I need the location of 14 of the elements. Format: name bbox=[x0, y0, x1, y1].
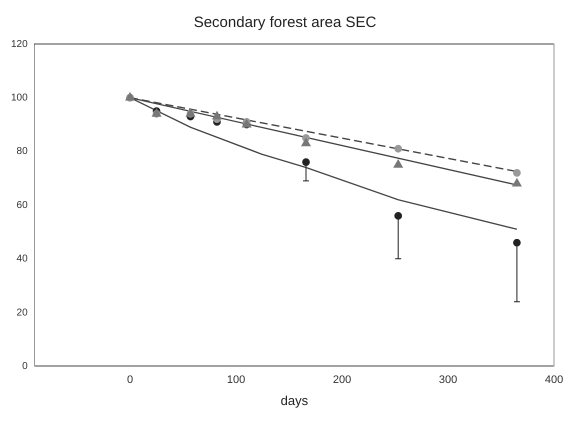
x-tick-label: 0 bbox=[127, 374, 134, 386]
y-tick-label: 0 bbox=[22, 360, 28, 372]
x-tick-label: 100 bbox=[226, 374, 246, 386]
y-tick-label: 20 bbox=[16, 307, 28, 318]
y-tick-label: 100 bbox=[10, 92, 28, 104]
y-tick-label: 40 bbox=[16, 254, 28, 265]
y-tick-label: 60 bbox=[16, 200, 28, 211]
x-tick-label: 400 bbox=[544, 374, 564, 386]
y-tick-label: 120 bbox=[10, 38, 28, 50]
x-tick-label: 300 bbox=[438, 374, 458, 386]
y-tick-label: 80 bbox=[16, 146, 28, 158]
chart-title: Secondary forest area SEC bbox=[194, 14, 376, 32]
x-tick-label: 200 bbox=[332, 374, 352, 386]
x-axis-title: days bbox=[280, 392, 309, 408]
